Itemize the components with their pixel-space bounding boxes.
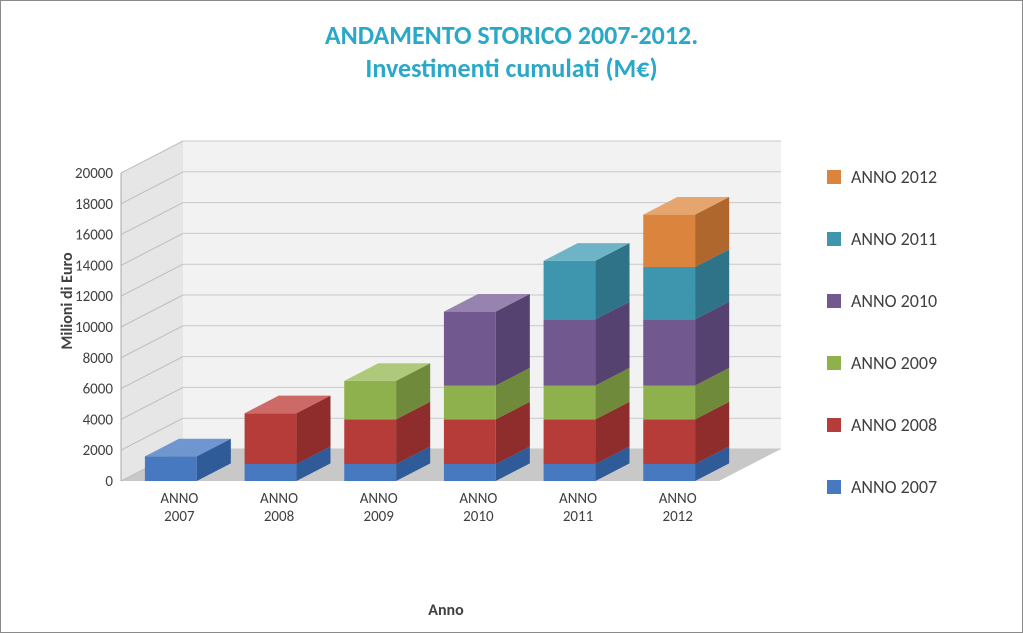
x-category-label: ANNO [160,490,198,508]
legend-label: ANNO 2008 [851,414,937,436]
y-tick-label: 6000 [83,381,114,399]
y-tick-label: 8000 [83,350,114,368]
x-category-label: 2007 [164,508,195,526]
legend-item: ANNO 2008 [827,414,992,436]
x-category-label: 2011 [563,508,593,526]
x-category-label: 2009 [363,508,394,526]
legend-item: ANNO 2009 [827,352,992,374]
y-tick-label: 12000 [75,288,113,306]
chart-title-line1: ANDAMENTO STORICO 2007-2012. [1,19,1022,52]
y-tick-label: 2000 [83,442,114,460]
plot-svg: 0200040006000800010000120001400016000180… [101,121,791,551]
legend-label: ANNO 2007 [851,476,937,498]
y-tick-label: 18000 [75,196,113,214]
y-tick-label: 14000 [75,257,113,275]
plot-area: 0200040006000800010000120001400016000180… [101,121,791,551]
chart-title-line2: Investimenti cumulati (M€) [1,52,1022,85]
y-tick-label: 20000 [75,165,113,183]
x-category-label: ANNO [559,490,597,508]
x-category-label: 2010 [463,508,494,526]
legend-label: ANNO 2012 [851,166,937,188]
x-category-label: ANNO [360,490,398,508]
x-category-label: ANNO [260,490,298,508]
legend-swatch [827,356,841,370]
legend-item: ANNO 2011 [827,228,992,250]
x-category-label: ANNO [659,490,697,508]
legend-swatch [827,480,841,494]
chart-title: ANDAMENTO STORICO 2007-2012. Investiment… [1,19,1022,84]
legend-label: ANNO 2011 [851,228,937,250]
legend: ANNO 2012 ANNO 2011 ANNO 2010 ANNO 2009 ANNO… [827,166,992,538]
chart-frame: ANDAMENTO STORICO 2007-2012. Investiment… [0,0,1023,633]
legend-item: ANNO 2010 [827,290,992,312]
legend-swatch [827,232,841,246]
y-tick-label: 0 [105,473,113,491]
legend-item: ANNO 2012 [827,166,992,188]
legend-label: ANNO 2009 [851,352,937,374]
legend-item: ANNO 2007 [827,476,992,498]
x-category-label: ANNO [459,490,497,508]
legend-swatch [827,418,841,432]
legend-swatch [827,294,841,308]
x-category-label: 2012 [662,508,692,526]
legend-label: ANNO 2010 [851,290,937,312]
y-tick-label: 4000 [83,411,114,429]
x-axis-title: Anno [101,601,791,620]
legend-swatch [827,170,841,184]
x-category-label: 2008 [264,508,294,526]
y-tick-label: 16000 [75,227,113,245]
y-tick-label: 10000 [75,319,113,337]
